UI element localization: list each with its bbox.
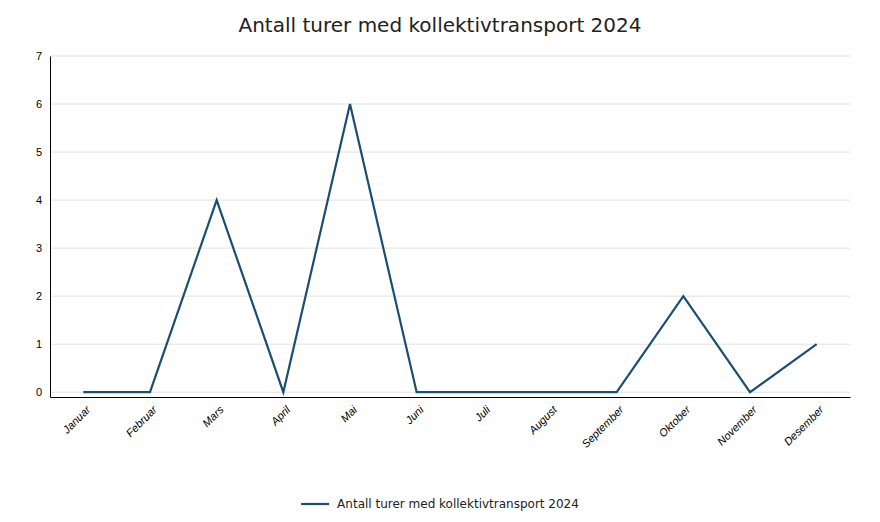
- grid: [50, 56, 850, 392]
- x-axis: Januar Februar Mars April Mai Juni Juli August S…: [51, 398, 851, 450]
- x-tick-label: Desember: [781, 402, 826, 447]
- x-tick: Februar: [123, 402, 160, 439]
- x-tick: November: [715, 402, 760, 447]
- x-tick-label: Juni: [402, 403, 426, 427]
- x-tick: Juli: [472, 403, 493, 424]
- grid-line: [50, 344, 850, 345]
- x-tick: Mai: [338, 403, 359, 424]
- x-tick-label: Juli: [472, 403, 493, 424]
- x-tick: Mars: [200, 403, 226, 429]
- legend-label: Antall turer med kollektivtransport 2024: [337, 497, 579, 511]
- y-tick: 3: [36, 242, 42, 254]
- y-tick: 1: [36, 338, 42, 350]
- x-tick-label: Mai: [338, 403, 359, 424]
- grid-line: [50, 200, 850, 201]
- title: Antall turer med kollektivtransport 2024: [239, 13, 642, 37]
- grid-line: [50, 152, 850, 153]
- y-tick: 7: [36, 50, 42, 62]
- legend-item: Antall turer med kollektivtransport 2024: [301, 497, 579, 511]
- y-tick: 4: [36, 194, 42, 206]
- grid-line: [50, 248, 850, 249]
- y-tick-label: 4: [36, 194, 42, 206]
- x-axis-line: [51, 397, 851, 398]
- x-tick-label: August: [526, 403, 560, 437]
- plot-area: 0 1 2 3 4 5 6 7 Januar Februar Mars April Mai Juni Jul…: [36, 50, 851, 450]
- x-tick-label: Februar: [123, 402, 160, 439]
- y-tick-label: 5: [36, 146, 42, 158]
- y-tick: 0: [36, 386, 42, 398]
- x-tick-label: September: [579, 402, 626, 449]
- grid-line: [50, 296, 850, 297]
- x-tick-label: April: [268, 403, 293, 428]
- x-tick: August: [526, 403, 560, 437]
- x-tick: Oktober: [656, 402, 693, 439]
- y-tick-label: 6: [36, 98, 42, 110]
- grid-line: [50, 56, 850, 57]
- x-tick: Desember: [781, 402, 826, 447]
- legend-swatch: [301, 503, 329, 505]
- y-axis-line: [50, 57, 51, 398]
- y-tick-label: 7: [36, 50, 42, 62]
- x-tick-label: Oktober: [656, 402, 693, 439]
- x-tick: April: [268, 403, 293, 428]
- x-tick: Januar: [59, 402, 93, 436]
- grid-line: [50, 104, 850, 105]
- y-tick: 5: [36, 146, 42, 158]
- marks: [83, 104, 816, 392]
- y-tick: 6: [36, 98, 42, 110]
- x-tick-label: Mars: [200, 403, 226, 429]
- y-tick-label: 0: [36, 386, 42, 398]
- y-axis: 0 1 2 3 4 5 6 7: [36, 50, 51, 398]
- x-tick-label: November: [715, 402, 760, 447]
- chart: Antall turer med kollektivtransport 2024…: [0, 0, 880, 522]
- y-tick-label: 1: [36, 338, 42, 350]
- line: [83, 104, 816, 392]
- y-tick-label: 2: [36, 290, 42, 302]
- x-tick: September: [579, 402, 626, 449]
- y-tick: 2: [36, 290, 42, 302]
- legend: Antall turer med kollektivtransport 2024: [301, 497, 579, 511]
- x-tick: Juni: [402, 403, 426, 427]
- x-tick-label: Januar: [59, 402, 93, 436]
- y-tick-label: 3: [36, 242, 42, 254]
